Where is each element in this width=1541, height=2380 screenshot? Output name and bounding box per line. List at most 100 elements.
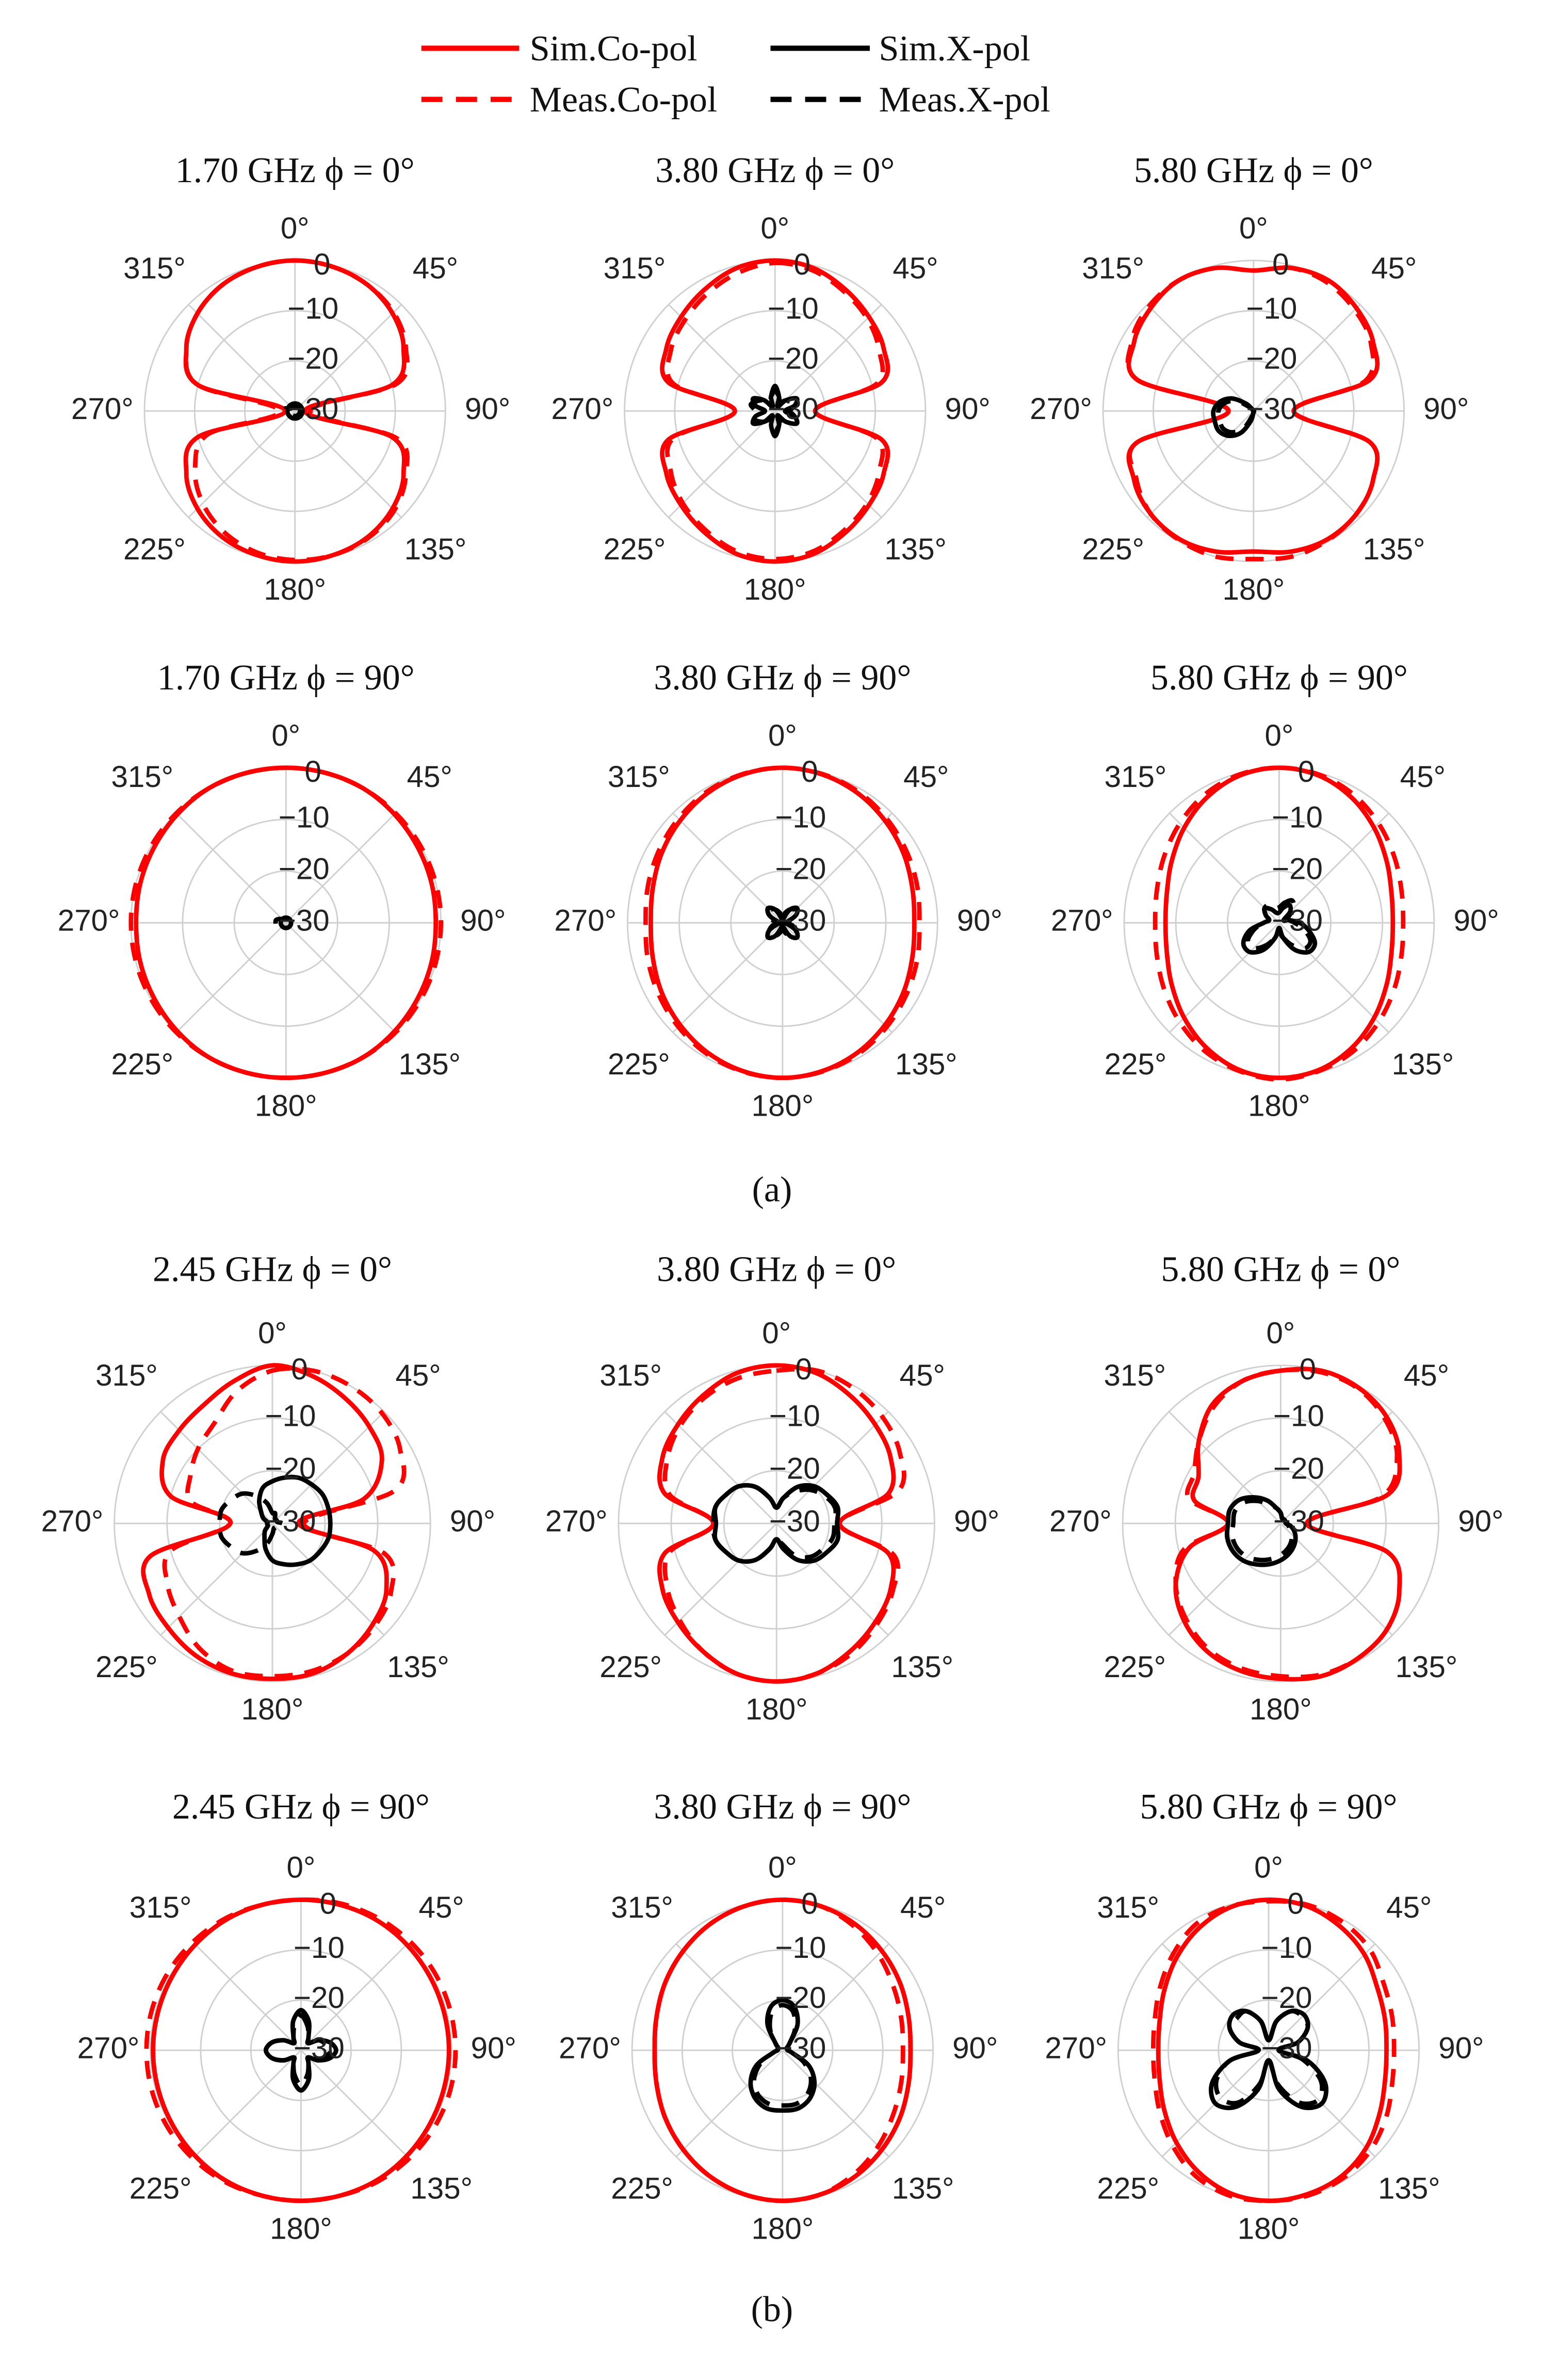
plot-title: 5.80 GHz ϕ = 0° — [1134, 151, 1373, 190]
radial-tick-label: −10 — [294, 1931, 345, 1965]
radial-tick-label: −30 — [287, 392, 338, 426]
radial-tick-label: −30 — [1261, 2031, 1312, 2065]
angle-tick-label: 90° — [954, 1505, 999, 1538]
radial-tick-label: −20 — [768, 342, 819, 376]
angle-tick-label: 45° — [413, 252, 458, 285]
radial-tick-label: −30 — [768, 392, 819, 426]
angle-tick-label: 0° — [762, 1316, 791, 1350]
meas-x-pol-curve — [1229, 1498, 1294, 1563]
angle-tick-label: 180° — [744, 573, 806, 606]
angle-tick-label: 135° — [891, 1650, 953, 1684]
angle-tick-label: 315° — [1104, 1359, 1166, 1392]
polar-plot: 2.45 GHz ϕ = 90° 0 −10 −20 −30 0° 45° 90° 135° 18… — [77, 1787, 516, 2246]
angle-tick-label: 135° — [1363, 533, 1425, 566]
angle-tick-label: 180° — [752, 1089, 814, 1122]
radial-tick-label: 0 — [801, 1887, 818, 1920]
angle-tick-label: 45° — [407, 760, 452, 794]
angle-tick-label: 135° — [398, 1048, 461, 1081]
radial-tick-label: 0 — [1300, 1353, 1316, 1386]
meas-x-pol-curve — [1245, 898, 1313, 951]
angle-tick-label: 0° — [768, 1851, 797, 1884]
angle-tick-label: 90° — [471, 2031, 516, 2065]
meas-co-pol-curve — [652, 1897, 905, 2204]
polar-plot: 3.80 GHz ϕ = 0° 0 −10 −20 −30 0° 45° 90° 135° 180… — [545, 1249, 999, 1726]
angle-tick-label: 180° — [255, 1089, 317, 1122]
meas-x-pol-curve — [711, 1483, 838, 1564]
angle-tick-label: 135° — [1396, 1650, 1458, 1684]
radial-tick-label: 0 — [1287, 1887, 1304, 1920]
radial-tick-label: −20 — [1272, 852, 1323, 886]
angle-tick-label: 180° — [745, 1693, 808, 1726]
angle-tick-label: 225° — [111, 1048, 173, 1081]
meas-x-pol-curve — [1213, 2008, 1325, 2106]
radial-tick-label: 0 — [1298, 755, 1315, 789]
meas-x-pol-curve — [1215, 398, 1256, 435]
meas-x-pol-curve — [766, 907, 799, 939]
radial-tick-label: −30 — [775, 2031, 826, 2065]
radial-tick-label: −30 — [279, 904, 330, 938]
polar-plot: 3.80 GHz ϕ = 0° 0 −10 −20 −30 0° 45° 90° 135° 180… — [551, 151, 991, 606]
angle-tick-label: 270° — [559, 2031, 621, 2065]
radial-tick-label: −10 — [769, 1399, 820, 1433]
angle-tick-label: 315° — [1097, 1891, 1159, 1924]
grid-spoke — [668, 304, 882, 518]
radial-tick-label: −10 — [1246, 292, 1297, 325]
plot-title: 5.80 GHz ϕ = 90° — [1150, 658, 1408, 698]
sim-co-pol-curve — [1163, 765, 1396, 1081]
angle-tick-label: 0° — [258, 1316, 287, 1350]
angle-tick-label: 225° — [123, 533, 186, 566]
polar-plot: 5.80 GHz ϕ = 90° 0 −10 −20 −30 0° 45° 90° 135° 18… — [1051, 658, 1499, 1122]
grid-spoke — [1168, 1411, 1393, 1636]
radial-tick-label: −10 — [775, 800, 826, 834]
radial-tick-label: −20 — [775, 852, 826, 886]
angle-tick-label: 135° — [1378, 2172, 1440, 2206]
plot-title: 5.80 GHz ϕ = 90° — [1140, 1787, 1398, 1827]
polar-plot: 1.70 GHz ϕ = 0° 0 −10 −20 −30 0° 45° 90° 135° 180… — [71, 151, 510, 606]
angle-tick-label: 270° — [71, 392, 134, 426]
polar-plot: 5.80 GHz ϕ = 0° 0 −10 −20 −30 0° 45° 90° 135° 180… — [1049, 1249, 1503, 1726]
radial-tick-label: 0 — [801, 755, 818, 789]
angle-tick-label: 315° — [1105, 760, 1167, 794]
angle-tick-label: 315° — [1082, 252, 1144, 285]
angle-tick-label: 45° — [1400, 760, 1446, 794]
meas-co-pol-curve — [128, 765, 444, 1081]
radial-tick-label: −10 — [1261, 1931, 1312, 1965]
radial-tick-label: −20 — [279, 852, 330, 886]
angle-tick-label: 180° — [1223, 573, 1285, 606]
meas-x-pol-curve — [217, 1491, 286, 1556]
radial-tick-label: 0 — [305, 755, 321, 789]
angle-tick-label: 45° — [903, 760, 949, 794]
angle-tick-label: 180° — [1250, 1693, 1312, 1726]
meas-co-pol-curve — [664, 261, 885, 561]
radial-tick-label: −10 — [265, 1399, 316, 1433]
plot-title: 2.45 GHz ϕ = 0° — [153, 1249, 392, 1289]
angle-tick-label: 180° — [1238, 2212, 1300, 2246]
angle-tick-label: 90° — [460, 904, 506, 938]
grid-spoke — [188, 304, 402, 518]
radial-tick-label: −30 — [775, 904, 826, 938]
angle-tick-label: 225° — [1105, 1048, 1167, 1081]
angle-tick-label: 45° — [1371, 252, 1417, 285]
grid-spoke — [194, 1943, 408, 2158]
angle-tick-label: 270° — [554, 904, 617, 938]
polar-plot: 5.80 GHz ϕ = 90° 0 −10 −20 −30 0° 45° 90° 135° 18… — [1045, 1787, 1484, 2246]
radial-tick-label: 0 — [320, 1887, 336, 1920]
plot-title: 3.80 GHz ϕ = 90° — [654, 1787, 911, 1827]
meas-co-pol-curve — [643, 765, 922, 1081]
meas-co-pol-curve — [1151, 1899, 1397, 2204]
angle-tick-label: 225° — [608, 1048, 670, 1081]
angle-tick-label: 315° — [95, 1359, 158, 1392]
angle-tick-label: 180° — [752, 2212, 814, 2246]
plot-title: 3.80 GHz ϕ = 0° — [657, 1249, 896, 1289]
angle-tick-label: 0° — [287, 1851, 316, 1884]
radial-tick-label: −30 — [1273, 1505, 1324, 1538]
plot-title: 1.70 GHz ϕ = 0° — [175, 151, 415, 190]
angle-tick-label: 90° — [957, 904, 1002, 938]
sim-x-pol-curve — [765, 905, 800, 940]
angle-tick-label: 135° — [387, 1650, 449, 1684]
plot-title: 2.45 GHz ϕ = 90° — [172, 1787, 430, 1827]
angle-tick-label: 315° — [611, 1891, 673, 1924]
radial-tick-label: −20 — [769, 1452, 820, 1485]
polar-plot: 2.45 GHz ϕ = 0° 0 −10 −20 −30 0° 45° 90° 135° 180… — [41, 1249, 495, 1726]
angle-tick-label: 90° — [465, 392, 510, 426]
